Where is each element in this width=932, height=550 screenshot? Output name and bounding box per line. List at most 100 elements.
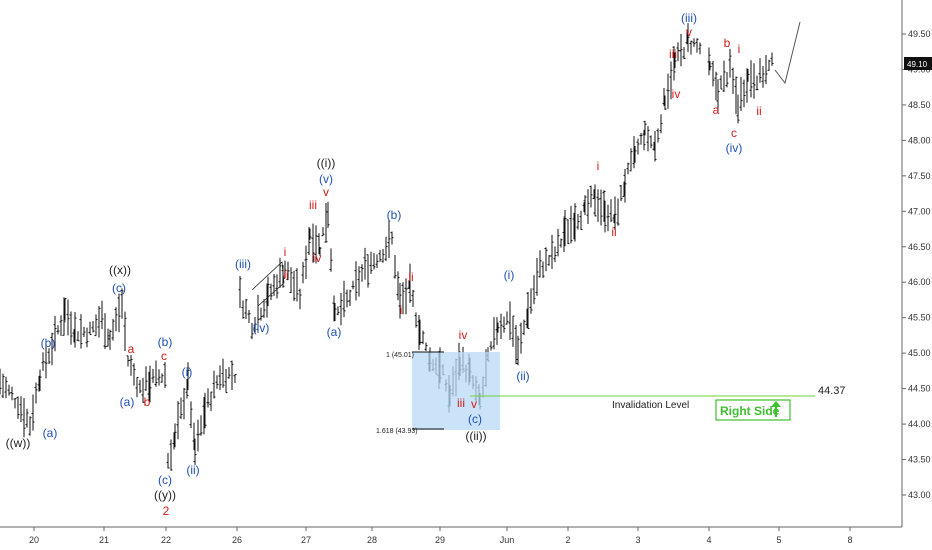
fib-label-1618: 1.618 (43.93) bbox=[376, 428, 418, 435]
ohlc-bar bbox=[25, 408, 29, 428]
ohlc-bar bbox=[514, 325, 518, 365]
ohlc-bar bbox=[752, 63, 756, 99]
ohlc-bar bbox=[393, 255, 397, 279]
ohlc-bar bbox=[62, 297, 66, 336]
ohlc-bar bbox=[259, 307, 263, 321]
y-tick-label: 45.50 bbox=[908, 313, 931, 323]
ohlc-bar bbox=[333, 302, 337, 321]
wave-label: i bbox=[597, 159, 600, 173]
ohlc-bar bbox=[387, 219, 391, 259]
ohlc-bar bbox=[734, 76, 738, 115]
ohlc-bar bbox=[117, 293, 121, 333]
ohlc-bar bbox=[378, 250, 382, 262]
wave-label: iii bbox=[669, 47, 677, 61]
ohlc-bar bbox=[366, 254, 370, 288]
invalidation-value: 44.37 bbox=[818, 385, 846, 397]
ohlc-bar bbox=[659, 114, 663, 134]
ohlc-bar bbox=[209, 391, 213, 412]
ohlc-bar bbox=[224, 368, 228, 394]
ohlc-bar bbox=[418, 319, 422, 345]
ohlc-bar bbox=[10, 386, 14, 401]
ohlc-bar bbox=[573, 203, 577, 242]
ohlc-bar bbox=[318, 246, 322, 256]
ohlc-bar bbox=[73, 312, 77, 348]
y-tick-label: 49.50 bbox=[908, 29, 931, 39]
ohlc-bar bbox=[123, 311, 127, 352]
ohlc-bar bbox=[38, 369, 42, 391]
ohlc-bar bbox=[767, 59, 771, 71]
ohlc-bar bbox=[398, 282, 402, 319]
wave-label: ii bbox=[408, 270, 413, 284]
fib-label-100: 1 (45.01) bbox=[386, 352, 414, 359]
ohlc-bar bbox=[269, 283, 273, 301]
ohlc-bar bbox=[97, 306, 101, 338]
wave-label: (c) bbox=[112, 281, 126, 295]
x-tick-label: 28 bbox=[367, 535, 377, 545]
last-price-value: 49.10 bbox=[907, 60, 928, 69]
ohlc-bar bbox=[34, 382, 38, 404]
ohlc-bar bbox=[643, 120, 647, 136]
ohlc-bar bbox=[544, 247, 548, 272]
ohlc-bar bbox=[114, 307, 118, 332]
ohlc-bar bbox=[559, 238, 563, 248]
y-tick-label: 47.00 bbox=[908, 206, 931, 216]
ohlc-bar bbox=[176, 401, 180, 440]
wave-label: (c) bbox=[468, 412, 482, 426]
wave-label: i bbox=[400, 303, 403, 317]
ohlc-bar bbox=[550, 234, 554, 270]
ohlc-bar bbox=[76, 331, 80, 342]
wave-label: c bbox=[161, 349, 167, 363]
ohlc-bar bbox=[182, 388, 186, 420]
ohlc-bar bbox=[755, 75, 759, 91]
wave-label: i bbox=[284, 245, 287, 259]
ohlc-bar bbox=[609, 199, 613, 223]
ohlc-bar bbox=[672, 46, 676, 81]
wave-label: (v) bbox=[319, 172, 333, 186]
wave-label: a bbox=[713, 103, 720, 117]
ohlc-bar bbox=[538, 250, 542, 278]
ohlc-bar bbox=[106, 328, 110, 347]
ohlc-bar bbox=[596, 189, 600, 222]
ohlc-bar bbox=[569, 205, 573, 244]
ohlc-bar bbox=[129, 355, 133, 376]
ohlc-bar bbox=[218, 365, 222, 391]
ohlc-bar bbox=[606, 204, 610, 232]
ohlc-bar bbox=[227, 367, 231, 379]
x-tick-label: 22 bbox=[161, 535, 171, 545]
ohlc-bar bbox=[583, 195, 587, 216]
ohlc-bar bbox=[761, 66, 765, 88]
ohlc-bar bbox=[154, 360, 158, 387]
ohlc-bar bbox=[66, 299, 70, 336]
ohlc-bar bbox=[275, 274, 279, 299]
ohlc-bar bbox=[138, 379, 142, 394]
ohlc-bar bbox=[529, 288, 533, 314]
ohlc-bar bbox=[526, 292, 530, 330]
ohlc-bar bbox=[307, 226, 311, 256]
wave-label: ((ii)) bbox=[465, 429, 486, 443]
ohlc-bar bbox=[166, 453, 170, 469]
ohlc-bar bbox=[88, 321, 92, 336]
ohlc-bar bbox=[79, 314, 83, 349]
ohlc-bar bbox=[414, 312, 418, 328]
ohlc-bar bbox=[163, 362, 167, 388]
ohlc-bar bbox=[579, 210, 583, 231]
wave-label: ii bbox=[283, 268, 288, 282]
ohlc-bar bbox=[363, 247, 367, 280]
y-tick-label: 45.00 bbox=[908, 348, 931, 358]
ohlc-bar bbox=[742, 79, 746, 108]
ohlc-bar bbox=[148, 365, 152, 403]
ohlc-bar bbox=[135, 376, 139, 398]
ohlc-bar bbox=[348, 289, 352, 306]
y-tick-label: 44.50 bbox=[908, 384, 931, 394]
ohlc-bar bbox=[381, 249, 385, 263]
ohlc-bar bbox=[599, 189, 603, 226]
ohlc-bar bbox=[44, 343, 48, 379]
y-tick-label: 44.00 bbox=[908, 419, 931, 429]
ohlc-bar bbox=[185, 378, 189, 399]
ohlc-bar bbox=[603, 200, 607, 233]
x-tick-label: Jun bbox=[500, 535, 515, 545]
wave-label: a bbox=[128, 342, 135, 356]
ohlc-bar bbox=[286, 261, 290, 281]
ohlc-bar bbox=[179, 397, 183, 419]
ohlc-bar bbox=[22, 398, 26, 438]
